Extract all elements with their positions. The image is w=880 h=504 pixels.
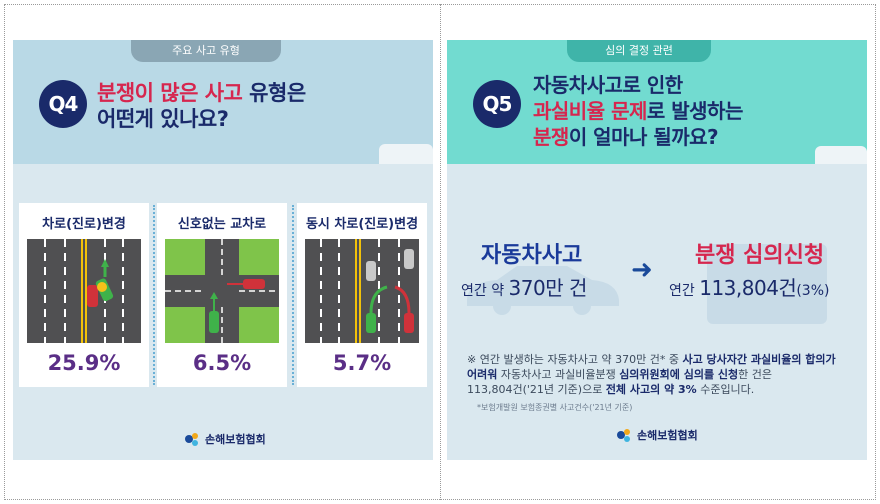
panel-q4: 주요 사고 유형 Q4 분쟁이 많은 사고 유형은 어떤게 있나요? 차로(진로…	[13, 40, 433, 460]
panel-q5: 심의 결정 관련 Q5 자동차사고로 인한 과실비율 문제로 발생하는 분쟁이 …	[447, 40, 867, 460]
card-title: 신호없는 교차로	[177, 217, 267, 232]
source-note: *보험개발원 보험종권별 사고건수('21년 기준)	[477, 403, 633, 412]
title-highlight: 과실비율 문제	[533, 99, 647, 123]
dispute-count: 113,804건	[699, 276, 797, 300]
accident-card-lane-change: 차로(진로)변경 25.9%	[19, 203, 149, 387]
cloud-decoration	[815, 146, 867, 164]
accident-card-simultaneous-lane-change: 동시 차로(진로)변경 5.7%	[297, 203, 427, 387]
category-tag: 심의 결정 관련	[567, 40, 711, 62]
panel-divider	[440, 4, 441, 500]
card-separator	[292, 205, 294, 385]
title-highlight: 분쟁이 많은 사고	[97, 81, 243, 105]
card-percent: 25.9%	[47, 351, 121, 375]
cloud-decoration	[379, 144, 433, 164]
association-logo: 손해보험협회	[183, 430, 266, 448]
car-silhouette-icon	[467, 266, 619, 315]
accident-card-unsignaled-intersection: 신호없는 교차로 6.5%	[157, 203, 287, 387]
note-text: 자동차사고 과실비율분쟁	[497, 368, 620, 381]
title-highlight: 분쟁	[533, 125, 569, 149]
dispute-label: 분쟁 심의신청	[695, 243, 825, 268]
accident-count: 370만 건	[508, 276, 588, 300]
note-emphasis: 어려워	[467, 368, 498, 381]
panel-q5-body	[447, 164, 867, 460]
question-title: 자동차사고로 인한 과실비율 문제로 발생하는 분쟁이 얼마나 될까요?	[533, 72, 863, 150]
panel-q4-header: 주요 사고 유형 Q4 분쟁이 많은 사고 유형은 어떤게 있나요?	[13, 40, 433, 164]
accident-stat: 연간 약 370만 건	[461, 272, 587, 301]
dispute-stat: 연간 113,804건(3%)	[669, 272, 829, 301]
category-tag: 주요 사고 유형	[131, 40, 281, 62]
card-percent: 6.5%	[192, 351, 252, 375]
arrow-right-icon: ➜	[631, 255, 653, 285]
card-title: 차로(진로)변경	[42, 217, 126, 232]
card-title: 동시 차로(진로)변경	[305, 217, 419, 232]
dispute-percent: (3%)	[796, 283, 830, 299]
logo-text: 손해보험협회	[205, 433, 266, 446]
title-text: 로 발생하는	[646, 99, 743, 123]
stat-prefix: 연간	[669, 283, 700, 299]
note-text: 한 건은	[738, 368, 773, 381]
question-title: 분쟁이 많은 사고 유형은 어떤게 있나요?	[97, 80, 427, 132]
document-silhouette-icon	[707, 244, 827, 324]
note-emphasis: 심의위원회에 심의를 신청	[619, 368, 739, 381]
title-line1: 자동차사고로 인한	[533, 73, 683, 97]
question-badge: Q5	[473, 80, 521, 128]
note-emphasis: 사고 당사자간 과실비율의 합의가	[682, 353, 836, 366]
note-text: 113,804건('21년 기준)으로	[467, 383, 606, 396]
logo-icon	[183, 430, 201, 448]
card-percent: 5.7%	[332, 351, 392, 375]
panel-q5-header: 심의 결정 관련 Q5 자동차사고로 인한 과실비율 문제로 발생하는 분쟁이 …	[447, 40, 867, 164]
title-text: 이 얼마나 될까요?	[568, 125, 719, 149]
simultaneous-lane-change-illustration	[305, 239, 419, 343]
association-logo: 손해보험협회	[615, 426, 698, 444]
note-emphasis: 전체 사고의 약 3%	[605, 383, 697, 396]
card-separator	[153, 205, 155, 385]
question-badge: Q4	[39, 80, 87, 128]
lane-change-illustration	[27, 239, 141, 343]
stat-prefix: 연간 약	[461, 283, 509, 299]
title-text: 유형은	[242, 81, 306, 105]
logo-icon	[615, 426, 633, 444]
intersection-illustration	[165, 239, 279, 343]
explanation-note: ※ 연간 발생하는 자동차사고 약 370만 건* 중 사고 당사자간 과실비율…	[467, 352, 863, 397]
note-text: 수준입니다.	[696, 383, 755, 396]
logo-text: 손해보험협회	[637, 429, 698, 442]
note-text: ※ 연간 발생하는 자동차사고 약 370만 건* 중	[467, 353, 683, 366]
accident-label: 자동차사고	[481, 243, 583, 268]
title-text-line2: 어떤게 있나요?	[97, 107, 229, 131]
